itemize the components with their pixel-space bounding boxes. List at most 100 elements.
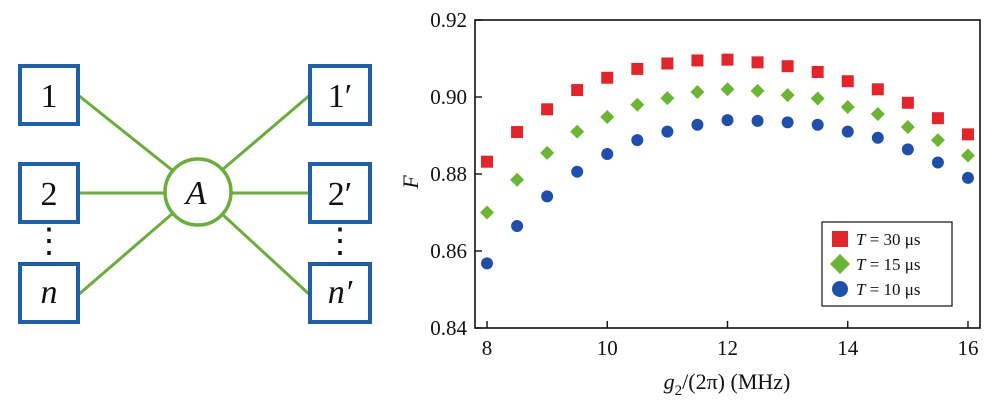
data-point-series-2 xyxy=(961,171,974,184)
hub-label: A xyxy=(184,175,207,212)
legend-label-15us-T: T xyxy=(856,255,867,274)
data-point-series-0 xyxy=(691,54,704,67)
left-node-n: n xyxy=(18,262,80,324)
data-point-series-0 xyxy=(931,112,944,125)
hub-node: A xyxy=(163,157,233,227)
legend-label-15us-rest: = 15 μs xyxy=(865,255,920,274)
legend-label-10us-rest: = 10 μs xyxy=(865,280,920,299)
y-tick-label: 0.92 xyxy=(430,8,467,32)
data-point-series-2 xyxy=(901,143,914,156)
right-node-2prime-label: 2′ xyxy=(328,176,352,213)
data-point-series-1 xyxy=(810,91,825,106)
data-point-series-1 xyxy=(720,82,735,97)
y-tick-label: 0.90 xyxy=(430,85,467,109)
x-tick-label: 10 xyxy=(597,336,618,360)
x-axis: 8 10 12 14 16 xyxy=(482,321,978,360)
data-point-series-0 xyxy=(901,96,914,109)
data-point-series-0 xyxy=(541,103,554,116)
legend-marker-10us xyxy=(832,281,848,297)
data-point-series-1 xyxy=(600,110,615,125)
data-point-series-0 xyxy=(721,53,734,66)
left-node-n-label: n xyxy=(41,274,58,311)
data-point-series-2 xyxy=(661,125,674,138)
right-node-nprime-label: n′ xyxy=(328,274,353,311)
data-point-series-1 xyxy=(840,100,855,115)
data-point-series-2 xyxy=(751,114,764,127)
network-diagram: A 1 2 ⋮ n 1′ 2′ ⋮ n′ xyxy=(18,64,372,324)
edge-n-hub xyxy=(77,212,173,297)
data-point-series-0 xyxy=(661,57,674,70)
data-point-series-1 xyxy=(570,124,585,139)
data-point-series-2 xyxy=(931,156,944,169)
data-point-series-2 xyxy=(871,131,884,144)
x-tick-label: 16 xyxy=(957,336,978,360)
data-point-series-1 xyxy=(870,106,885,121)
legend-label-10us-T: T xyxy=(856,280,867,299)
data-point-series-2 xyxy=(571,165,584,178)
edge-1-hub xyxy=(77,93,173,172)
left-node-1: 1 xyxy=(18,64,80,126)
x-tick-label: 12 xyxy=(717,336,738,360)
right-ellipsis: ⋮ xyxy=(323,223,357,260)
data-point-series-0 xyxy=(631,62,644,75)
data-point-series-0 xyxy=(601,71,614,84)
data-point-series-1 xyxy=(960,148,975,163)
right-node-1prime: 1′ xyxy=(308,64,372,126)
left-ellipsis: ⋮ xyxy=(32,223,66,260)
data-point-series-1 xyxy=(780,88,795,103)
y-axis-label: F xyxy=(398,175,423,190)
data-point-series-1 xyxy=(750,83,765,98)
x-axis-label: g2/(2π) (MHz) xyxy=(664,369,791,399)
data-point-series-0 xyxy=(871,83,884,96)
data-points xyxy=(480,53,975,270)
right-node-nprime: n′ xyxy=(308,262,372,324)
data-point-series-2 xyxy=(721,114,734,127)
x-axis-label-sub: 2 xyxy=(675,383,683,399)
data-point-series-0 xyxy=(751,56,764,69)
right-node-1prime-label: 1′ xyxy=(328,78,352,115)
data-point-series-2 xyxy=(811,118,824,131)
data-point-series-2 xyxy=(781,116,794,129)
left-node-2-label: 2 xyxy=(41,176,58,213)
x-tick-label: 14 xyxy=(837,336,859,360)
data-point-series-2 xyxy=(511,219,524,232)
chart: 8 10 12 14 16 0.84 0.86 0.88 0.90 0.92 F g2/(2π)… xyxy=(398,8,981,399)
y-tick-label: 0.86 xyxy=(430,239,467,263)
data-point-series-2 xyxy=(631,134,644,147)
data-point-series-1 xyxy=(510,172,525,187)
y-tick-label: 0.84 xyxy=(430,316,467,340)
data-point-series-0 xyxy=(481,155,494,168)
data-point-series-1 xyxy=(480,205,495,220)
legend-label-30us-T: T xyxy=(856,230,867,249)
left-node-1-label: 1 xyxy=(41,78,58,115)
data-point-series-1 xyxy=(900,120,915,135)
data-point-series-0 xyxy=(811,65,824,78)
data-point-series-1 xyxy=(690,84,705,99)
left-node-2: 2 xyxy=(18,162,80,224)
legend-marker-15us xyxy=(830,254,850,274)
y-tick-label: 0.88 xyxy=(430,162,467,186)
legend-label-30us-rest: = 30 μs xyxy=(865,230,920,249)
data-point-series-1 xyxy=(540,145,555,160)
legend: T = 30 μs T = 15 μs T = 10 μs xyxy=(821,221,953,307)
legend-label-30us: T = 30 μs xyxy=(856,230,921,249)
right-node-2prime: 2′ xyxy=(308,162,372,224)
legend-label-15us: T = 15 μs xyxy=(856,255,921,274)
data-point-series-0 xyxy=(841,75,854,88)
data-point-series-2 xyxy=(841,125,854,138)
data-point-series-1 xyxy=(660,91,675,106)
legend-marker-30us xyxy=(832,231,848,247)
data-point-series-0 xyxy=(781,60,794,73)
data-point-series-0 xyxy=(961,128,974,141)
data-point-series-2 xyxy=(691,118,704,131)
data-point-series-2 xyxy=(601,147,614,160)
data-point-series-0 xyxy=(511,126,524,139)
x-tick-label: 8 xyxy=(482,336,493,360)
edge-hub-1prime xyxy=(221,93,311,172)
x-axis-label-g: g xyxy=(664,369,675,394)
data-point-series-2 xyxy=(541,190,554,203)
x-axis-label-rest: /(2π) (MHz) xyxy=(682,369,790,394)
y-axis: 0.84 0.86 0.88 0.90 0.92 xyxy=(430,8,482,340)
edge-hub-nprime xyxy=(220,212,312,297)
